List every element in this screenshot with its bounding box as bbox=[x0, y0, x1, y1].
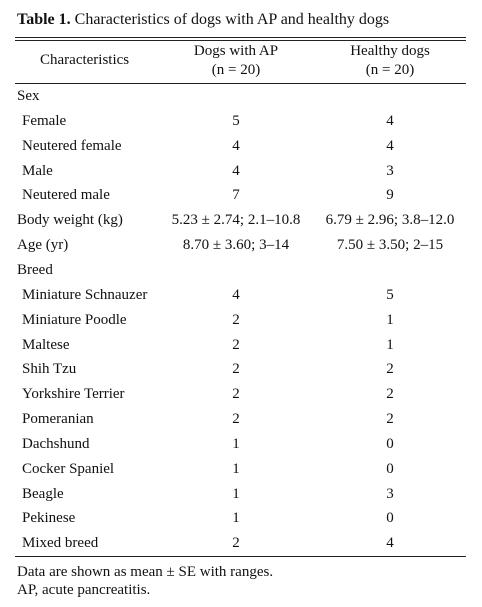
table-note: Data are shown as mean ± SE with ranges. bbox=[17, 564, 274, 580]
row-label: Shih Tzu bbox=[22, 361, 77, 378]
table-label: Table 1. bbox=[17, 11, 71, 28]
cell-value: 2 bbox=[232, 311, 240, 328]
cell-value: 5.23 ± 2.74; 2.1–10.8 bbox=[171, 212, 301, 229]
cell-value: 0 bbox=[386, 460, 394, 477]
column-header: Healthy dogs bbox=[350, 43, 430, 59]
cell-value: 4 bbox=[386, 535, 394, 552]
cell-value: 2 bbox=[232, 411, 240, 428]
row-label: Miniature Schnauzer bbox=[22, 286, 148, 303]
cell-value: 5 bbox=[386, 286, 394, 303]
row-label: Pomeranian bbox=[22, 411, 94, 428]
cell-value: 7.50 ± 3.50; 2–15 bbox=[336, 237, 444, 254]
row-label: Mixed breed bbox=[22, 535, 99, 552]
row-label: Yorkshire Terrier bbox=[22, 386, 125, 403]
cell-value: 8.70 ± 3.60; 3–14 bbox=[182, 237, 290, 254]
cell-value: 4 bbox=[232, 162, 240, 179]
column-header: Characteristics bbox=[40, 52, 130, 68]
cell-value: 4 bbox=[232, 286, 240, 303]
cell-value: 4 bbox=[386, 137, 394, 154]
row-label: Body weight (kg) bbox=[17, 212, 123, 229]
row-label: Pekinese bbox=[22, 510, 76, 527]
cell-value: 5 bbox=[232, 112, 240, 129]
table-title: Characteristics of dogs with AP and heal… bbox=[74, 11, 390, 28]
column-header: (n = 20) bbox=[211, 62, 261, 78]
row-label: Maltese bbox=[22, 336, 70, 353]
cell-value: 2 bbox=[386, 411, 394, 428]
column-header: Dogs with AP bbox=[193, 43, 279, 59]
cell-value: 9 bbox=[386, 187, 394, 204]
header-rule bbox=[15, 83, 466, 84]
row-label: Dachshund bbox=[22, 435, 90, 452]
cell-value: 0 bbox=[386, 435, 394, 452]
cell-value: 1 bbox=[232, 510, 240, 527]
top-rule bbox=[15, 37, 466, 38]
bottom-rule bbox=[15, 556, 466, 557]
cell-value: 4 bbox=[232, 137, 240, 154]
row-label: Miniature Poodle bbox=[22, 311, 127, 328]
cell-value: 3 bbox=[386, 485, 394, 502]
row-label: Cocker Spaniel bbox=[22, 460, 115, 477]
row-label: Age (yr) bbox=[17, 237, 69, 254]
row-label: Beagle bbox=[22, 485, 64, 502]
cell-value: 2 bbox=[386, 361, 394, 378]
cell-value: 3 bbox=[386, 162, 394, 179]
section-heading: Breed bbox=[17, 261, 53, 278]
cell-value: 1 bbox=[232, 460, 240, 477]
cell-value: 1 bbox=[386, 336, 394, 353]
cell-value: 2 bbox=[232, 361, 240, 378]
top-rule bbox=[15, 40, 466, 41]
row-label: Neutered male bbox=[22, 187, 110, 204]
section-heading: Sex bbox=[17, 88, 40, 104]
cell-value: 2 bbox=[232, 336, 240, 353]
column-header: (n = 20) bbox=[365, 62, 415, 78]
cell-value: 4 bbox=[386, 112, 394, 129]
cell-value: 1 bbox=[386, 311, 394, 328]
row-label: Neutered female bbox=[22, 137, 122, 154]
cell-value: 7 bbox=[232, 187, 240, 204]
row-label: Male bbox=[22, 162, 53, 179]
cell-value: 6.79 ± 2.96; 3.8–12.0 bbox=[325, 212, 455, 229]
table-caption: Table 1. Characteristics of dogs with AP… bbox=[17, 11, 389, 29]
cell-value: 0 bbox=[386, 510, 394, 527]
cell-value: 2 bbox=[232, 535, 240, 552]
cell-value: 2 bbox=[386, 386, 394, 403]
cell-value: 1 bbox=[232, 485, 240, 502]
cell-value: 2 bbox=[232, 386, 240, 403]
row-label: Female bbox=[22, 112, 67, 129]
table-note: AP, acute pancreatitis. bbox=[17, 582, 151, 598]
cell-value: 1 bbox=[232, 435, 240, 452]
